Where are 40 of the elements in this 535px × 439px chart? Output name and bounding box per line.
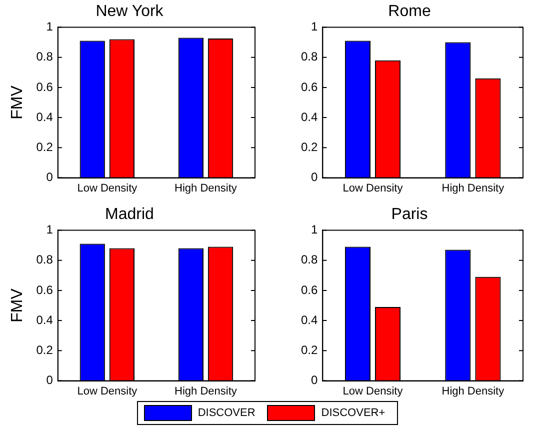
x-tick-label: Low Density [77,182,138,194]
y-tick-label: 0.6 [300,282,318,297]
y-tick-label: 1 [46,222,54,237]
x-tick-label: High Density [442,182,505,194]
y-tick-label: 0.8 [36,252,54,267]
legend-label: DISCOVER [198,407,256,419]
x-tick-label: High Density [174,182,238,194]
x-tick-label: Low Density [77,385,138,398]
x-tick-label: High Density [174,385,238,398]
y-tick-label: 0.4 [300,110,318,124]
y-tick-label: 0.8 [300,252,318,267]
y-tick-label: 0.4 [36,110,54,124]
y-tick-label: 0.2 [36,140,54,154]
x-tick-label: Low Density [342,385,404,398]
y-tick-label: 0 [46,170,54,184]
y-tick-label: 0.2 [300,342,318,357]
y-tick-label: 0.4 [36,312,54,327]
y-axis-title: FMV [9,288,26,322]
y-tick-label: 0 [46,373,54,388]
y-tick-label: 0.4 [300,312,318,327]
chart-title: Paris [391,206,428,224]
y-axis-title: FMV [9,85,26,120]
y-tick-label: 0.2 [300,140,318,154]
x-tick-label: Low Density [342,182,404,194]
y-tick-label: 0.6 [300,80,318,94]
y-tick-label: 0.6 [36,80,54,94]
y-tick-label: 0 [310,373,318,388]
y-tick-label: 0 [310,170,318,184]
y-tick-label: 0.2 [36,342,54,357]
chart-title: New York [96,3,164,20]
y-tick-label: 0.6 [36,282,54,297]
chart-title: Madrid [105,206,154,224]
x-tick-label: High Density [442,385,505,398]
y-tick-label: 0.8 [36,50,54,64]
chart-title: Rome [388,3,431,20]
legend-label: DISCOVER+ [321,407,386,419]
y-tick-label: 0.8 [300,50,318,64]
y-tick-label: 1 [46,20,54,34]
y-tick-label: 1 [310,20,318,34]
y-tick-label: 1 [310,222,318,237]
